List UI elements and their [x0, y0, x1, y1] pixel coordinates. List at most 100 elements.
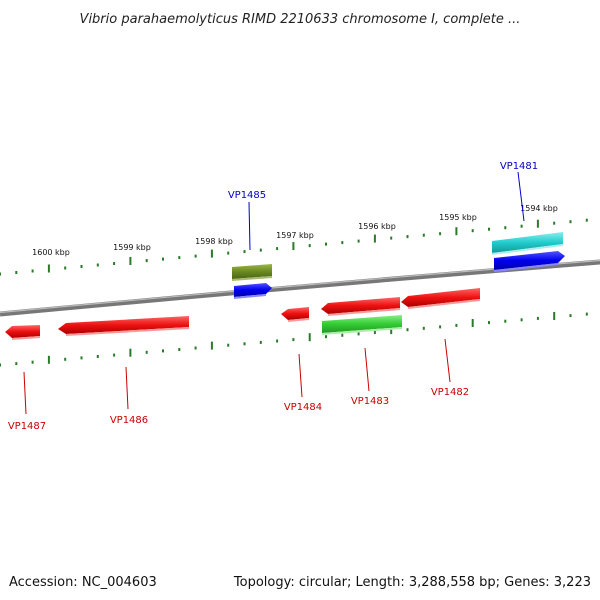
- minor-tick: [406, 328, 409, 332]
- minor-tick: [504, 319, 507, 323]
- minor-tick: [227, 343, 230, 347]
- minor-tick: [439, 232, 442, 236]
- kbp-label: 1597 kbp: [276, 231, 314, 240]
- kbp-label: 1596 kbp: [358, 222, 396, 231]
- minor-tick: [406, 235, 409, 239]
- minor-tick: [145, 259, 148, 263]
- label-leader-line: [364, 347, 370, 392]
- kbp-label: 1600 kbp: [32, 248, 70, 257]
- minor-tick: [80, 356, 83, 360]
- minor-tick: [471, 229, 474, 233]
- major-tick: [210, 341, 213, 350]
- minor-tick: [194, 254, 197, 258]
- minor-tick: [341, 333, 344, 337]
- genome-summary-text: Topology: circular; Length: 3,288,558 bp…: [233, 575, 591, 590]
- major-tick: [373, 234, 376, 243]
- gene-vp1481-feature[interactable]: [492, 232, 563, 255]
- minor-tick: [276, 247, 279, 251]
- minor-tick: [553, 221, 556, 225]
- minor-tick: [422, 326, 425, 330]
- minor-tick: [31, 360, 34, 364]
- label-leader-line: [298, 353, 303, 398]
- minor-tick: [325, 335, 327, 339]
- kbp-label: 1595 kbp: [439, 213, 477, 222]
- tick-track-forward: [0, 218, 588, 276]
- gene-label-vp1483[interactable]: VP1483: [351, 396, 389, 407]
- minor-tick: [536, 316, 539, 320]
- major-tick: [129, 348, 132, 357]
- major-tick: [210, 249, 213, 258]
- gene-label-vp1482[interactable]: VP1482: [431, 387, 469, 398]
- minor-tick: [259, 248, 262, 252]
- major-tick: [47, 355, 50, 364]
- minor-tick: [96, 263, 99, 267]
- minor-tick: [64, 266, 67, 270]
- minor-tick: [31, 269, 34, 273]
- kbp-label: 1594 kbp: [520, 204, 558, 213]
- minor-tick: [64, 357, 67, 361]
- label-leader-line: [125, 366, 129, 410]
- minor-tick: [243, 342, 246, 346]
- minor-tick: [96, 355, 99, 358]
- minor-tick: [488, 321, 490, 325]
- gene-label-vp1481[interactable]: VP1481: [500, 161, 538, 172]
- minor-tick: [520, 224, 523, 228]
- label-leader-line: [23, 371, 27, 415]
- gene-vp1483-feature[interactable]: [321, 297, 400, 316]
- gene-label-vp1486[interactable]: VP1486: [110, 415, 148, 426]
- major-tick: [47, 264, 50, 273]
- minor-tick: [162, 349, 164, 353]
- label-leader-line: [444, 338, 451, 383]
- major-tick: [129, 257, 132, 265]
- gene-vp1486-feature[interactable]: [58, 316, 189, 336]
- label-leader-line: [248, 201, 251, 251]
- minor-tick: [227, 251, 230, 255]
- major-tick: [390, 326, 393, 335]
- minor-tick: [585, 218, 588, 222]
- gene-label-vp1485[interactable]: VP1485: [228, 190, 266, 201]
- minor-tick: [243, 250, 246, 254]
- minor-tick: [308, 244, 311, 248]
- gene-vp1485-feature[interactable]: [232, 264, 272, 281]
- tick-track-reverse: [0, 312, 588, 367]
- minor-tick: [194, 346, 197, 350]
- major-tick: [471, 319, 474, 327]
- cds-vp1481-feature[interactable]: [494, 251, 565, 272]
- minor-tick: [0, 363, 1, 367]
- major-tick: [553, 312, 556, 320]
- minor-tick: [178, 348, 181, 351]
- minor-tick: [145, 350, 148, 354]
- minor-tick: [80, 265, 83, 268]
- minor-tick: [162, 257, 164, 261]
- cds-vp1485-feature[interactable]: [234, 283, 272, 299]
- minor-tick: [15, 362, 18, 366]
- cds-vp1483-feature[interactable]: [322, 315, 402, 335]
- minor-tick: [178, 256, 181, 260]
- minor-tick: [113, 353, 116, 357]
- major-tick: [455, 227, 458, 236]
- minor-tick: [0, 272, 1, 276]
- minor-tick: [113, 262, 116, 265]
- minor-tick: [357, 332, 360, 336]
- minor-tick: [259, 340, 262, 344]
- gene-label-vp1484[interactable]: VP1484: [284, 402, 322, 413]
- minor-tick: [504, 226, 507, 230]
- minor-tick: [390, 236, 393, 240]
- major-tick: [292, 242, 295, 251]
- minor-tick: [341, 241, 344, 245]
- minor-tick: [585, 312, 588, 316]
- gene-label-vp1487[interactable]: VP1487: [8, 421, 46, 432]
- minor-tick: [292, 338, 295, 342]
- minor-tick: [439, 325, 442, 329]
- gene-vp1484-feature[interactable]: [281, 307, 309, 322]
- minor-tick: [488, 227, 490, 231]
- minor-tick: [325, 242, 327, 246]
- minor-tick: [455, 323, 458, 327]
- minor-tick: [422, 233, 425, 237]
- gene-vp1487-feature[interactable]: [5, 325, 40, 340]
- major-tick: [536, 219, 539, 228]
- gene-vp1482-feature[interactable]: [401, 288, 480, 309]
- map-title: Vibrio parahaemolyticus RIMD 2210633 chr…: [80, 12, 521, 27]
- major-tick: [308, 333, 311, 342]
- minor-tick: [373, 331, 376, 334]
